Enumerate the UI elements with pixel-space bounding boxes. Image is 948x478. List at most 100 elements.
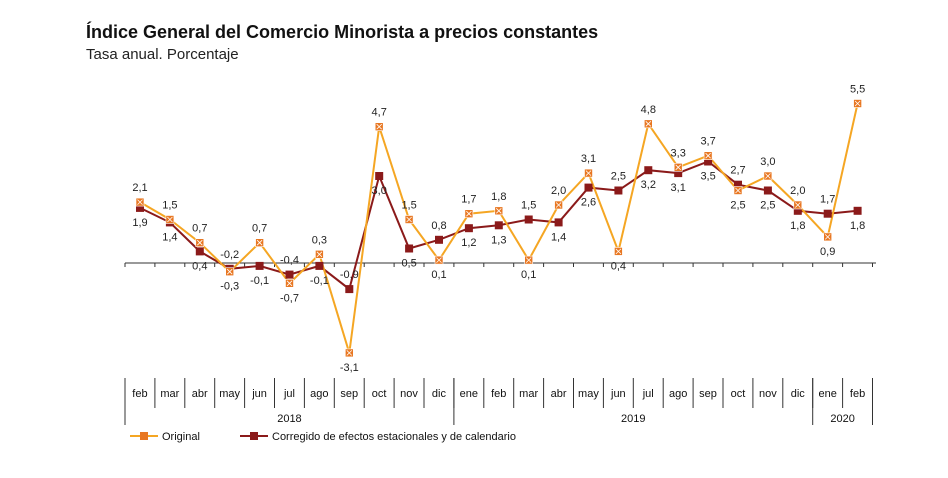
corrected-point bbox=[255, 261, 264, 270]
data-label-corrected: 0,5 bbox=[401, 258, 416, 270]
corrected-point bbox=[345, 285, 354, 294]
original-point-cross bbox=[316, 251, 323, 258]
data-label-corrected: -0,2 bbox=[220, 249, 239, 261]
data-label-corrected: -0,4 bbox=[280, 255, 299, 267]
x-tick-label: feb bbox=[132, 388, 147, 400]
legend-marker-original bbox=[140, 432, 148, 440]
original-point-cross bbox=[854, 100, 861, 107]
data-label-original: 0,1 bbox=[431, 269, 446, 281]
data-label-corrected: 1,8 bbox=[850, 220, 865, 232]
original-point-cross bbox=[615, 248, 622, 255]
corrected-point bbox=[405, 244, 414, 253]
original-point-cross bbox=[525, 257, 532, 263]
data-label-original: 1,8 bbox=[491, 191, 506, 203]
year-label: 2020 bbox=[830, 413, 854, 425]
original-point-cross bbox=[197, 239, 203, 246]
x-tick-label: nov bbox=[400, 388, 418, 400]
original-point-cross bbox=[466, 210, 472, 217]
original-point-cross bbox=[286, 280, 293, 287]
original-point-cross bbox=[585, 170, 592, 176]
corrected-point bbox=[793, 206, 802, 215]
data-label-original: 3,7 bbox=[700, 136, 715, 148]
data-label-corrected: 1,5 bbox=[521, 200, 536, 212]
chart-title: Índice General del Comercio Minorista a … bbox=[86, 22, 599, 42]
corrected-point bbox=[136, 203, 144, 212]
original-point-cross bbox=[226, 268, 233, 275]
data-label-corrected: 3,2 bbox=[641, 179, 656, 191]
data-label-corrected: 3,0 bbox=[372, 185, 387, 197]
corrected-point bbox=[195, 247, 204, 256]
original-point-cross bbox=[346, 350, 353, 356]
data-label-original: 3,3 bbox=[671, 147, 686, 159]
x-tick-label: sep bbox=[699, 388, 717, 400]
data-label-original: 2,0 bbox=[551, 185, 566, 197]
x-tick-label: ene bbox=[818, 388, 836, 400]
x-tick-label: abr bbox=[192, 388, 208, 400]
x-tick-label: nov bbox=[759, 388, 777, 400]
corrected-point bbox=[823, 209, 832, 218]
data-label-corrected: 2,5 bbox=[760, 200, 775, 212]
original-point-cross bbox=[765, 173, 771, 179]
data-label-original: 3,1 bbox=[581, 153, 596, 165]
data-label-corrected: -0,9 bbox=[340, 269, 359, 281]
corrected-point bbox=[763, 186, 772, 195]
original-point-cross bbox=[406, 216, 412, 223]
original-point-cross bbox=[705, 152, 711, 159]
x-tick-label: sep bbox=[340, 388, 358, 400]
data-label-corrected: 0,8 bbox=[431, 220, 446, 232]
x-tick-label: jul bbox=[642, 388, 654, 400]
x-tick-label: oct bbox=[372, 388, 387, 400]
data-label-original: 3,0 bbox=[760, 156, 775, 168]
legend-label-original: Original bbox=[162, 431, 200, 443]
data-label-original: 1,5 bbox=[401, 200, 416, 212]
data-label-original: -0,7 bbox=[280, 292, 299, 304]
data-label-corrected: 1,7 bbox=[820, 194, 835, 206]
original-point-cross bbox=[376, 123, 382, 130]
original-point-cross bbox=[256, 239, 263, 246]
corrected-point bbox=[584, 183, 593, 192]
original-point-cross bbox=[735, 187, 741, 194]
x-tick-label: ago bbox=[669, 388, 687, 400]
data-label-original: 0,7 bbox=[192, 223, 207, 235]
original-point-cross bbox=[675, 164, 681, 171]
data-label-corrected: 2,6 bbox=[581, 197, 596, 209]
corrected-point bbox=[674, 169, 683, 178]
original-point-cross bbox=[555, 202, 562, 208]
corrected-point bbox=[464, 224, 473, 233]
data-label-corrected: 2,5 bbox=[611, 171, 626, 183]
corrected-point bbox=[734, 180, 742, 189]
data-label-original: 5,5 bbox=[850, 84, 865, 96]
data-label-original: 4,7 bbox=[372, 107, 387, 119]
data-label-corrected: -0,1 bbox=[310, 275, 329, 287]
data-label-corrected: 1,8 bbox=[790, 220, 805, 232]
data-label-original: 0,3 bbox=[312, 234, 327, 246]
data-label-corrected: 1,3 bbox=[491, 234, 506, 246]
original-point-cross bbox=[795, 202, 801, 208]
data-label-original: 0,7 bbox=[252, 223, 267, 235]
corrected-point bbox=[554, 218, 563, 227]
original-point-cross bbox=[137, 199, 143, 205]
data-label-original: 1,7 bbox=[461, 194, 476, 206]
corrected-point bbox=[524, 215, 533, 224]
x-tick-label: ene bbox=[460, 388, 478, 400]
data-label-original: 2,0 bbox=[790, 185, 805, 197]
original-point-cross bbox=[645, 121, 652, 127]
x-tick-label: feb bbox=[850, 388, 865, 400]
corrected-point bbox=[375, 172, 384, 180]
corrected-point bbox=[614, 186, 623, 195]
data-label-corrected: 1,9 bbox=[132, 217, 147, 229]
data-label-corrected: 2,7 bbox=[730, 165, 745, 177]
data-label-corrected: 3,1 bbox=[671, 182, 686, 194]
x-tick-label: abr bbox=[551, 388, 567, 400]
x-tick-label: feb bbox=[491, 388, 506, 400]
year-label: 2018 bbox=[277, 413, 301, 425]
x-tick-label: jun bbox=[251, 388, 267, 400]
x-tick-label: mar bbox=[519, 388, 538, 400]
corrected-point bbox=[285, 270, 294, 279]
data-label-corrected: -0,1 bbox=[250, 275, 269, 287]
corrected-point bbox=[494, 221, 503, 230]
data-label-original: 0,9 bbox=[820, 246, 835, 258]
x-tick-label: jun bbox=[610, 388, 626, 400]
data-label-corrected: 1,2 bbox=[461, 237, 476, 249]
